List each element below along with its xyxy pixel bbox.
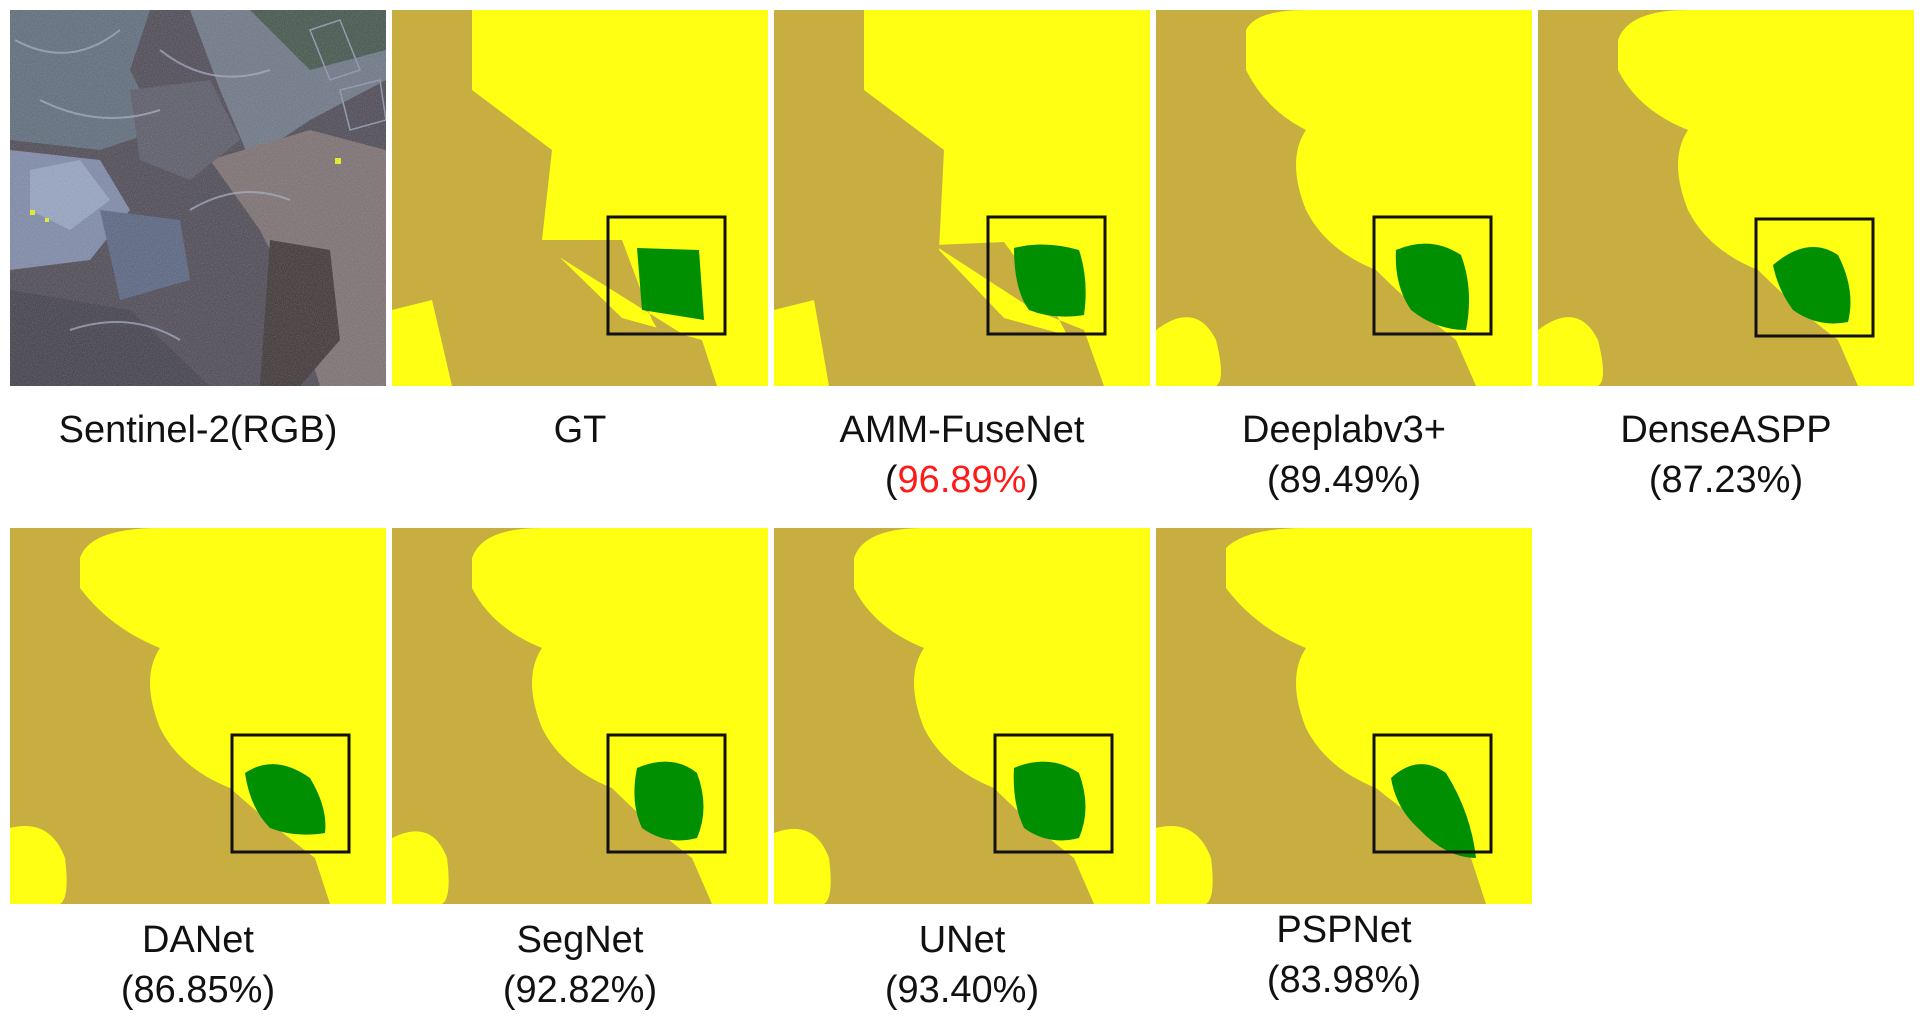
caption-danet: DANet (86.85%) (10, 915, 386, 1015)
panel-name: Deeplabv3+ (1242, 409, 1446, 451)
caption-denseaspp: DenseASPP (87.23%) (1538, 405, 1914, 505)
score-value: 92.82% (515, 969, 645, 1011)
score-value: 89.49% (1279, 459, 1409, 501)
score-value: 87.23% (1661, 459, 1791, 501)
highlighted-score: 96.89% (897, 459, 1027, 501)
unet-map (774, 528, 1150, 904)
panel-score: (92.82%) (502, 969, 658, 1011)
denseaspp-map (1538, 10, 1914, 386)
panel-name: PSPNet (1276, 909, 1412, 951)
score-value: 83.98% (1279, 959, 1409, 1001)
panel-score: (89.49%) (1266, 459, 1422, 501)
panel-name: DenseASPP (1620, 409, 1832, 451)
panel-name: DANet (142, 919, 254, 961)
caption-deeplabv3: Deeplabv3+ (89.49%) (1156, 405, 1532, 505)
panel-name: UNet (918, 919, 1006, 961)
gt-map (392, 10, 768, 386)
caption-sentinel: Sentinel-2(RGB) (10, 405, 386, 455)
panel-name: AMM-FuseNet (839, 409, 1085, 451)
score-value: 93.40% (897, 969, 1027, 1011)
danet-map (10, 528, 386, 904)
amm-fusenet-map (774, 10, 1150, 386)
segnet-map (392, 528, 768, 904)
panel-score: (87.23%) (1648, 459, 1804, 501)
caption-segnet: SegNet (92.82%) (392, 915, 768, 1015)
score-value: 86.85% (133, 969, 263, 1011)
panel-name: SegNet (516, 919, 644, 961)
panel-score: (83.98%) (1266, 959, 1422, 1001)
caption-pspnet: PSPNet (83.98%) (1156, 905, 1532, 1005)
panel-score: (96.89%) (884, 459, 1040, 501)
panel-name: GT (553, 409, 607, 451)
deeplabv3-map (1156, 10, 1532, 386)
sentinel-2-rgb-image (10, 10, 386, 386)
panel-name: Sentinel-2(RGB) (58, 409, 338, 451)
caption-unet: UNet (93.40%) (774, 915, 1150, 1015)
caption-gt: GT (392, 405, 768, 455)
pspnet-map (1156, 528, 1532, 904)
panel-score: (93.40%) (884, 969, 1040, 1011)
caption-amm-fusenet: AMM-FuseNet (96.89%) (774, 405, 1150, 505)
panel-score: (86.85%) (120, 969, 276, 1011)
